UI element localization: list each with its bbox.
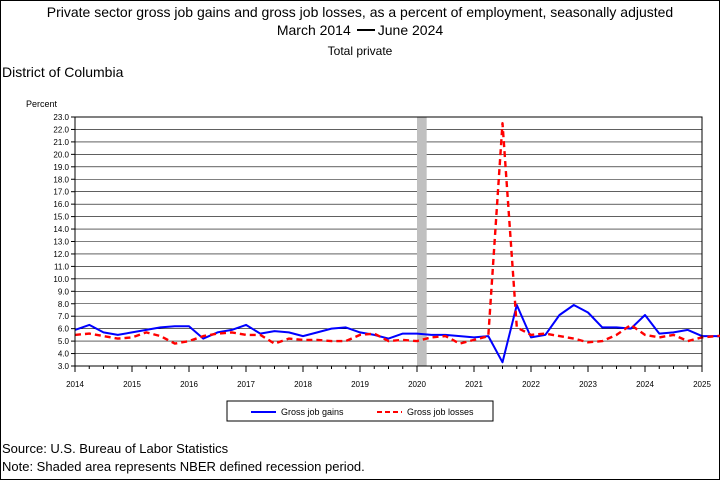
range-end: June 2024 — [377, 22, 444, 38]
x-tick-label: 2018 — [294, 380, 312, 389]
range-start: March 2014 — [276, 22, 351, 38]
y-tick-label: 7.0 — [58, 312, 70, 321]
y-tick-label: 23.0 — [53, 113, 69, 122]
y-axis-label: Percent — [26, 99, 58, 109]
legend-label-losses: Gross job losses — [407, 407, 474, 417]
x-tick-label: 2022 — [522, 380, 540, 389]
x-axis-ticks: 2014 2015 2016 2017 2018 2019 2020 2021 2022 2023… — [66, 366, 711, 389]
legend-label-gains: Gross job gains — [281, 407, 344, 417]
recession-shading — [417, 117, 427, 366]
recession-band — [417, 117, 427, 366]
date-range: March 2014 June 2024 — [0, 22, 720, 38]
x-tick-label: 2014 — [66, 380, 84, 389]
y-tick-label: 20.0 — [53, 150, 69, 159]
range-dash — [356, 29, 375, 32]
series-lines — [74, 121, 720, 364]
y-tick-label: 17.0 — [53, 188, 69, 197]
x-tick-label: 2023 — [579, 380, 597, 389]
legend: Gross job gains Gross job losses — [226, 400, 494, 422]
y-tick-label: 19.0 — [53, 163, 69, 172]
chart-title: Private sector gross job gains and gross… — [46, 4, 674, 20]
y-tick-label: 11.0 — [54, 262, 70, 271]
y-tick-label: 12.0 — [53, 250, 69, 259]
legend-box — [226, 400, 494, 422]
y-tick-label: 10.0 — [53, 275, 69, 284]
x-tick-label: 2021 — [465, 380, 483, 389]
y-tick-label: 9.0 — [58, 287, 70, 296]
y-tick-label: 6.0 — [58, 325, 70, 334]
x-tick-label: 2017 — [237, 380, 255, 389]
y-tick-label: 21.0 — [53, 138, 69, 147]
y-tick-label: 14.0 — [53, 225, 69, 234]
y-tick-label: 22.0 — [53, 125, 69, 134]
source-note: Source: U.S. Bureau of Labor Statistics — [2, 441, 229, 456]
y-tick-label: 4.0 — [58, 350, 70, 359]
chart-subtitle: Total private — [327, 44, 393, 58]
x-tick-label: 2016 — [180, 380, 198, 389]
y-axis-ticks: 3.0 4.0 5.0 6.0 7.0 8.0 9.0 10.0 11.0 12.0 13.0 14.… — [53, 113, 75, 371]
x-tick-label: 2019 — [351, 380, 369, 389]
x-tick-label: 2024 — [636, 380, 654, 389]
grid-lines — [75, 116, 702, 367]
series-line-job-gains — [74, 304, 720, 364]
recession-note: Note: Shaded area represents NBER define… — [2, 459, 365, 474]
y-tick-label: 8.0 — [58, 300, 70, 309]
y-tick-label: 16.0 — [53, 200, 69, 209]
x-tick-label: 2015 — [123, 380, 141, 389]
x-tick-label: 2020 — [408, 380, 426, 389]
series-line-job-losses — [74, 121, 720, 345]
y-tick-label: 3.0 — [58, 362, 70, 371]
y-tick-label: 13.0 — [53, 238, 69, 247]
x-tick-label: 2025 — [693, 380, 711, 389]
y-tick-label: 15.0 — [53, 213, 69, 222]
region-label: District of Columbia — [2, 64, 124, 80]
y-tick-label: 5.0 — [58, 337, 70, 346]
y-tick-label: 18.0 — [53, 175, 69, 184]
